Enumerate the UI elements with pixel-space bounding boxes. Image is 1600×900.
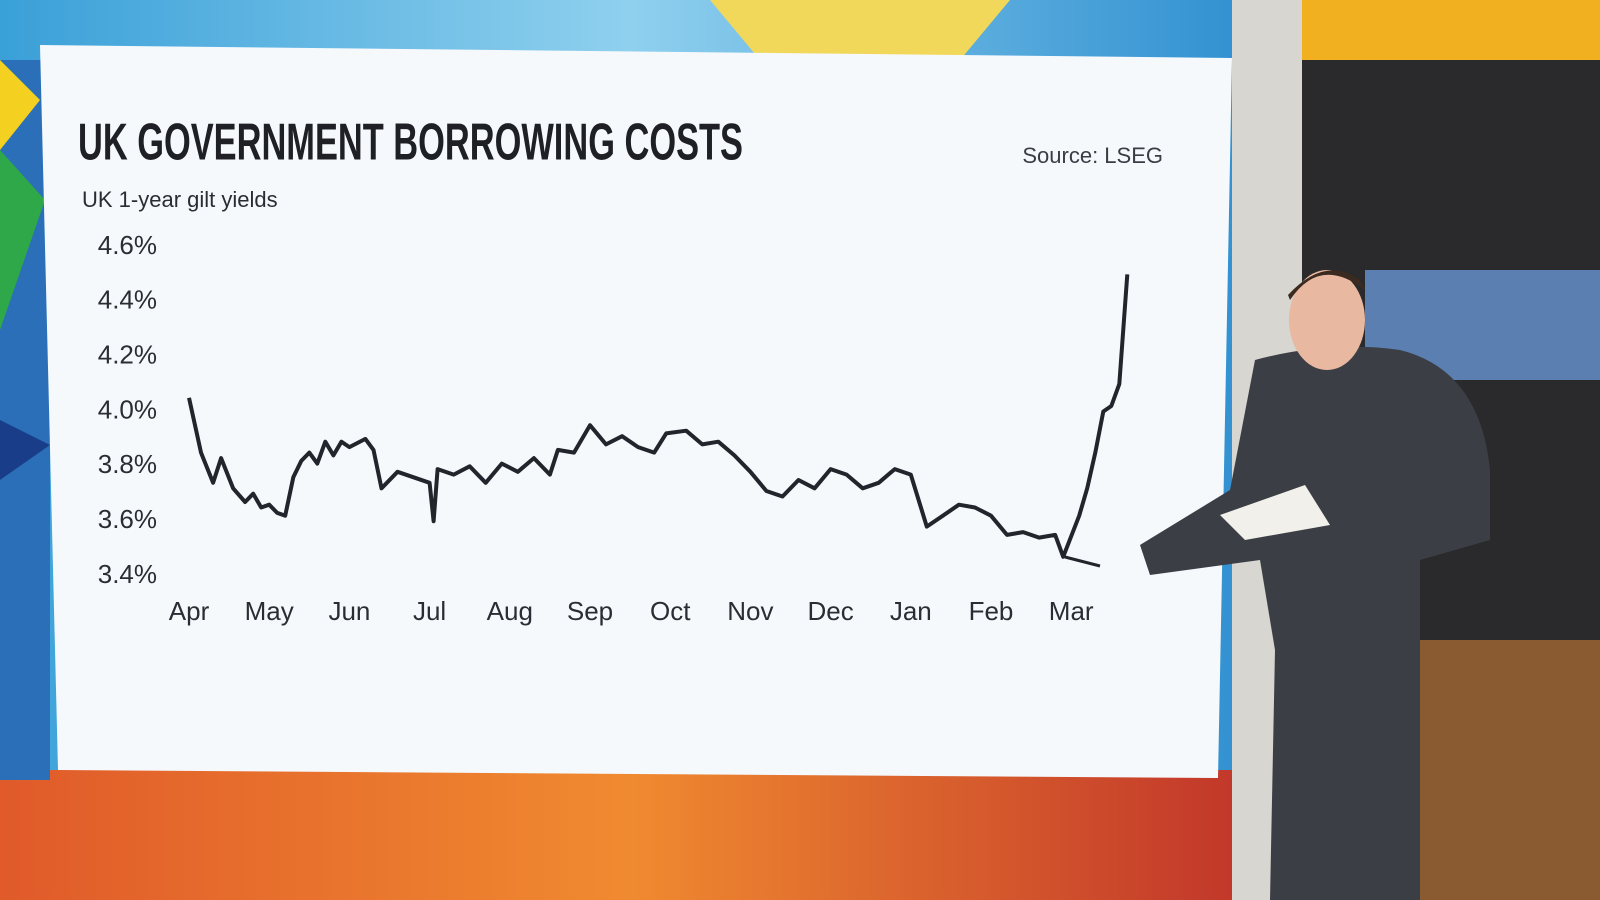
yield-line bbox=[187, 274, 1130, 559]
studio-light bbox=[1302, 0, 1600, 60]
y-tick-label: 3.8% bbox=[98, 449, 157, 479]
presenter-hair bbox=[1288, 270, 1365, 300]
x-tick-label: Sep bbox=[567, 596, 613, 626]
presenter-head bbox=[1289, 270, 1365, 370]
x-tick-label: Mar bbox=[1049, 596, 1094, 626]
presenter bbox=[1140, 346, 1490, 900]
chart-source: Source: LSEG bbox=[1022, 143, 1163, 168]
x-tick-label: Apr bbox=[169, 596, 210, 626]
x-tick-label: Jun bbox=[328, 596, 370, 626]
x-tick-label: Feb bbox=[969, 596, 1014, 626]
x-tick-label: Aug bbox=[487, 596, 533, 626]
backdrop-shape bbox=[0, 60, 40, 150]
y-tick-label: 4.2% bbox=[98, 340, 157, 370]
studio-desk bbox=[1420, 640, 1600, 900]
papers bbox=[1220, 485, 1330, 540]
y-tick-label: 3.6% bbox=[98, 504, 157, 534]
chart-panel bbox=[40, 45, 1232, 778]
backdrop-shape bbox=[0, 150, 45, 330]
x-tick-label: Nov bbox=[727, 596, 773, 626]
pointer bbox=[1064, 555, 1101, 568]
y-tick-label: 4.6% bbox=[98, 230, 157, 260]
chart-title: UK GOVERNMENT BORROWING COSTS bbox=[78, 114, 743, 172]
x-tick-label: May bbox=[245, 596, 294, 626]
x-tick-label: Jul bbox=[413, 596, 446, 626]
x-tick-label: Oct bbox=[650, 596, 691, 626]
backdrop-city bbox=[0, 770, 1260, 900]
x-tick-label: Jan bbox=[890, 596, 932, 626]
x-tick-label: Dec bbox=[807, 596, 853, 626]
backdrop-shape bbox=[0, 420, 50, 480]
y-tick-label: 4.4% bbox=[98, 285, 157, 315]
backdrop-shape bbox=[710, 0, 1010, 60]
chart-subtitle: UK 1-year gilt yields bbox=[82, 187, 278, 212]
y-tick-label: 3.4% bbox=[98, 559, 157, 589]
y-tick-label: 4.0% bbox=[98, 394, 157, 424]
